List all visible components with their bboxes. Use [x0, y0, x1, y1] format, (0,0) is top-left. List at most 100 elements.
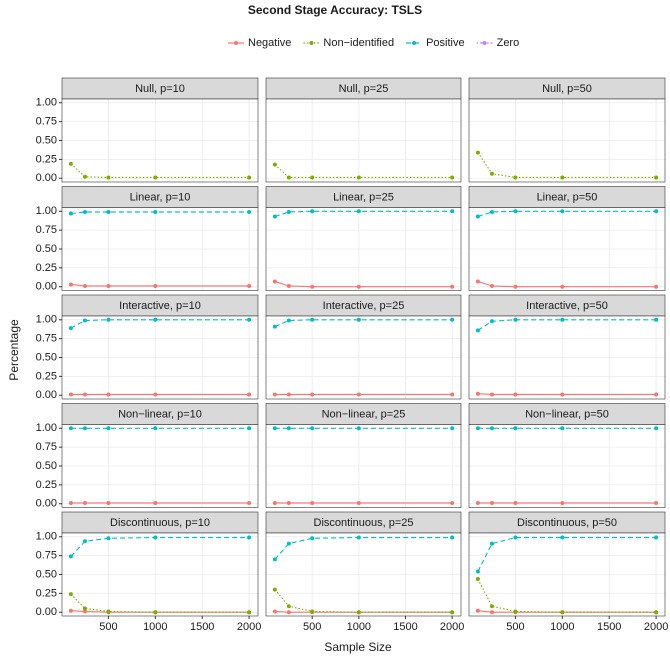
data-point — [106, 317, 111, 322]
panel-border — [468, 424, 666, 508]
data-point — [247, 426, 252, 431]
data-point — [560, 426, 565, 431]
data-point — [286, 426, 291, 431]
data-point — [106, 175, 111, 180]
data-point — [450, 209, 455, 214]
data-point — [272, 426, 277, 431]
y-tick-label: 0.75 — [36, 550, 57, 562]
data-point — [489, 426, 494, 431]
x-tick-label: 1000 — [143, 621, 167, 633]
data-point — [153, 426, 158, 431]
data-point — [272, 587, 277, 592]
y-tick-label: 0.50 — [36, 134, 57, 146]
data-point — [560, 535, 565, 540]
data-point — [513, 535, 518, 540]
data-point — [654, 317, 659, 322]
data-point — [106, 283, 111, 288]
panel-title: Discontinuous, p=25 — [314, 517, 414, 529]
data-point — [489, 210, 494, 215]
data-point — [654, 392, 659, 397]
data-point — [513, 175, 518, 180]
data-point — [560, 500, 565, 505]
x-tick-label: 1500 — [393, 621, 417, 633]
data-point — [68, 211, 73, 216]
panel-border — [265, 98, 462, 183]
data-point — [513, 500, 518, 505]
data-point — [310, 609, 315, 614]
y-tick-label: 0.00 — [36, 606, 57, 618]
data-point — [247, 283, 252, 288]
y-tick-label: 0.00 — [36, 498, 57, 510]
data-point — [475, 214, 480, 219]
y-tick-label: 0.50 — [36, 243, 57, 255]
x-tick-label: 2000 — [237, 621, 261, 633]
data-point — [272, 279, 277, 284]
data-point — [153, 535, 158, 540]
data-point — [450, 284, 455, 289]
series-line — [477, 210, 657, 218]
data-point — [106, 609, 111, 614]
y-tick-label: 0.75 — [36, 441, 57, 453]
y-tick-label: 0.25 — [36, 479, 57, 491]
panel-title: Discontinuous, p=50 — [517, 517, 617, 529]
data-point — [310, 175, 315, 180]
data-point — [356, 535, 361, 540]
data-point — [68, 500, 73, 505]
data-point — [68, 426, 73, 431]
data-point — [153, 317, 158, 322]
data-point — [513, 284, 518, 289]
data-point — [153, 500, 158, 505]
x-tick-label: 2000 — [440, 621, 464, 633]
data-point — [654, 535, 659, 540]
data-point — [654, 175, 659, 180]
data-point — [356, 500, 361, 505]
panel-title: Interactive, p=10 — [119, 300, 201, 312]
data-point — [68, 282, 73, 287]
data-point — [489, 171, 494, 176]
data-point — [272, 609, 277, 614]
data-point — [247, 392, 252, 397]
y-tick-label: 1.00 — [36, 531, 57, 543]
y-tick-label: 0.75 — [36, 224, 57, 236]
data-point — [310, 209, 315, 214]
data-point — [475, 608, 480, 613]
panel-title: Interactive, p=25 — [323, 300, 405, 312]
data-point — [560, 317, 565, 322]
y-tick-label: 0.50 — [36, 351, 57, 363]
legend-label: Non−identified — [323, 37, 394, 49]
y-tick-label: 1.00 — [36, 314, 57, 326]
data-point — [475, 328, 480, 333]
x-tick-label: 2000 — [644, 621, 668, 633]
x-tick-label: 500 — [303, 621, 321, 633]
legend-label: Zero — [497, 37, 520, 49]
data-point — [475, 150, 480, 155]
data-point — [560, 610, 565, 615]
data-point — [68, 608, 73, 613]
data-point — [450, 426, 455, 431]
data-point — [272, 162, 277, 167]
y-tick-label: 0.25 — [36, 370, 57, 382]
y-tick-label: 1.00 — [36, 97, 57, 109]
data-point — [68, 161, 73, 166]
panel-title: Interactive, p=50 — [526, 300, 608, 312]
data-point — [247, 535, 252, 540]
x-tick-label: 1500 — [190, 621, 214, 633]
data-point — [356, 284, 361, 289]
data-point — [247, 500, 252, 505]
data-point — [310, 500, 315, 505]
data-point — [560, 209, 565, 214]
data-point — [310, 536, 315, 541]
data-point — [82, 609, 87, 614]
series-line — [274, 536, 453, 560]
y-tick-label: 0.25 — [36, 153, 57, 165]
data-point — [286, 610, 291, 615]
data-point — [272, 557, 277, 562]
data-point — [286, 541, 291, 546]
data-point — [513, 209, 518, 214]
data-point — [106, 426, 111, 431]
data-point — [68, 592, 73, 597]
data-point — [106, 536, 111, 541]
data-point — [654, 426, 659, 431]
data-point — [475, 426, 480, 431]
